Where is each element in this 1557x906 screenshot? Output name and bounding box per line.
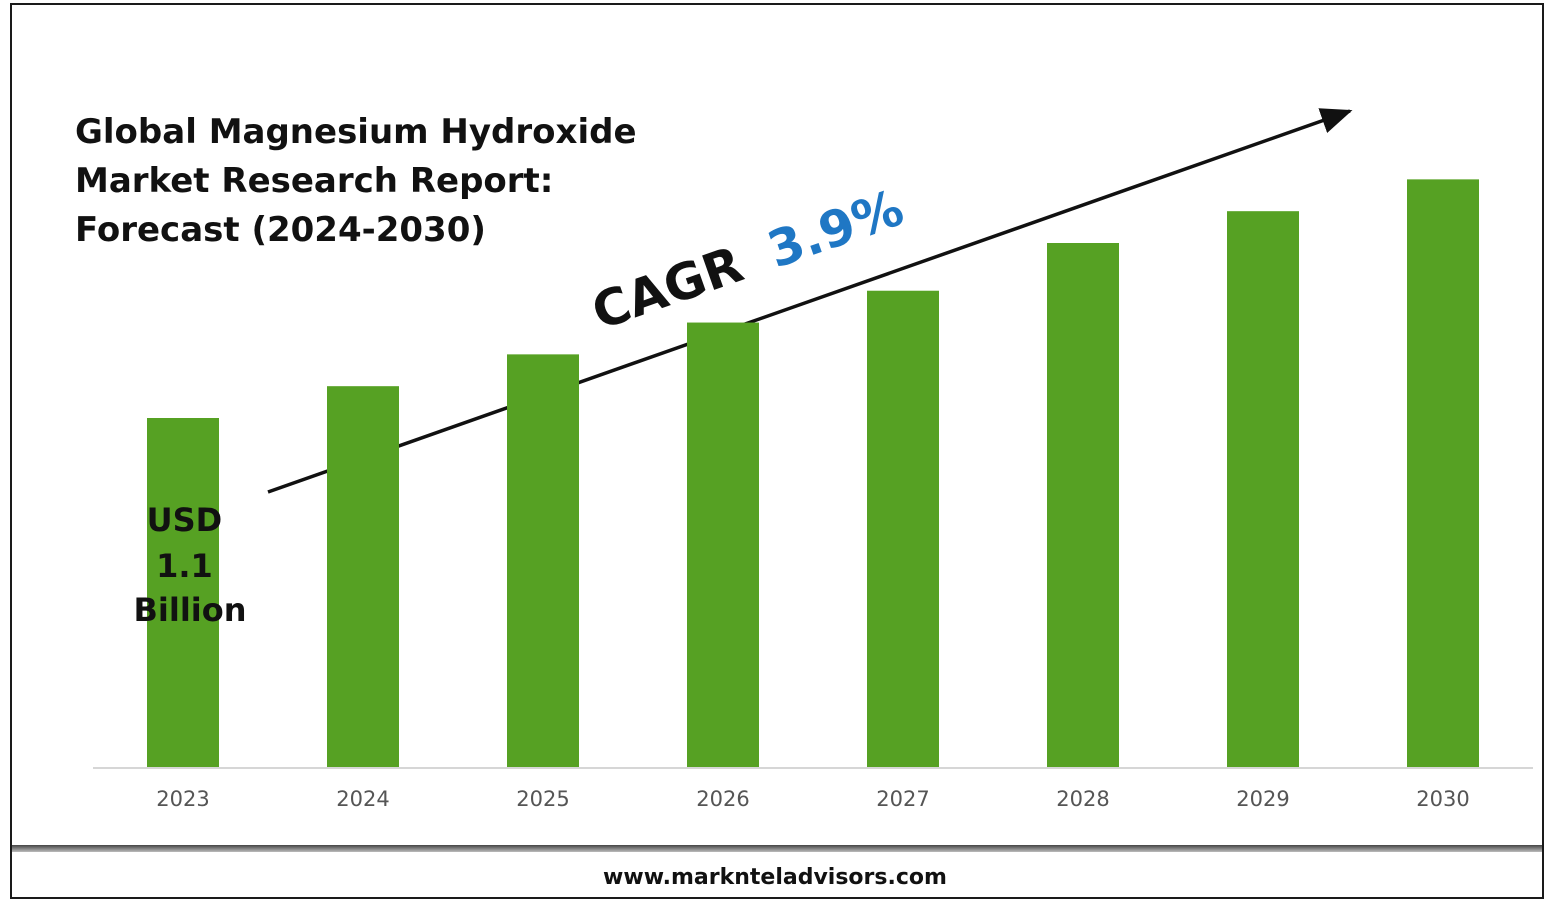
cagr-value: 3.9% <box>760 179 910 280</box>
title-line-1: Global Magnesium Hydroxide <box>75 112 637 152</box>
bar-2028 <box>1047 243 1119 768</box>
x-tick-2029: 2029 <box>1236 787 1289 811</box>
growth-arrow <box>267 108 1353 494</box>
x-axis-ticks: 2023 2024 2025 2026 2027 2028 2029 2030 <box>156 787 1469 811</box>
bar-2024 <box>327 386 399 768</box>
bar-2029 <box>1227 211 1299 768</box>
x-tick-2023: 2023 <box>156 787 209 811</box>
start-label-value: 1.1 <box>156 547 213 585</box>
title-line-3: Forecast (2024-2030) <box>75 210 486 250</box>
footer-divider <box>12 845 1542 852</box>
bar-2027 <box>867 290 939 768</box>
x-tick-2027: 2027 <box>876 787 929 811</box>
bar-2023 <box>147 418 219 768</box>
chart-title: Global Magnesium Hydroxide Market Resear… <box>75 112 648 250</box>
x-tick-2026: 2026 <box>696 787 749 811</box>
bar-2030 <box>1407 179 1479 768</box>
bar-group <box>147 179 1479 768</box>
bar-2026 <box>687 322 759 768</box>
x-tick-2025: 2025 <box>516 787 569 811</box>
x-tick-2028: 2028 <box>1056 787 1109 811</box>
start-value-label: USD 1.1 Billion <box>133 501 246 629</box>
cagr-label: CAGR 3.9% <box>585 179 911 342</box>
title-line-2: Market Research Report: <box>75 161 553 201</box>
x-tick-2030: 2030 <box>1416 787 1469 811</box>
start-label-unit: USD <box>147 501 223 539</box>
footer-website: www.marknteladvisors.com <box>603 865 947 890</box>
x-tick-2024: 2024 <box>336 787 389 811</box>
start-label-scale: Billion <box>133 591 246 629</box>
bar-2025 <box>507 354 579 768</box>
